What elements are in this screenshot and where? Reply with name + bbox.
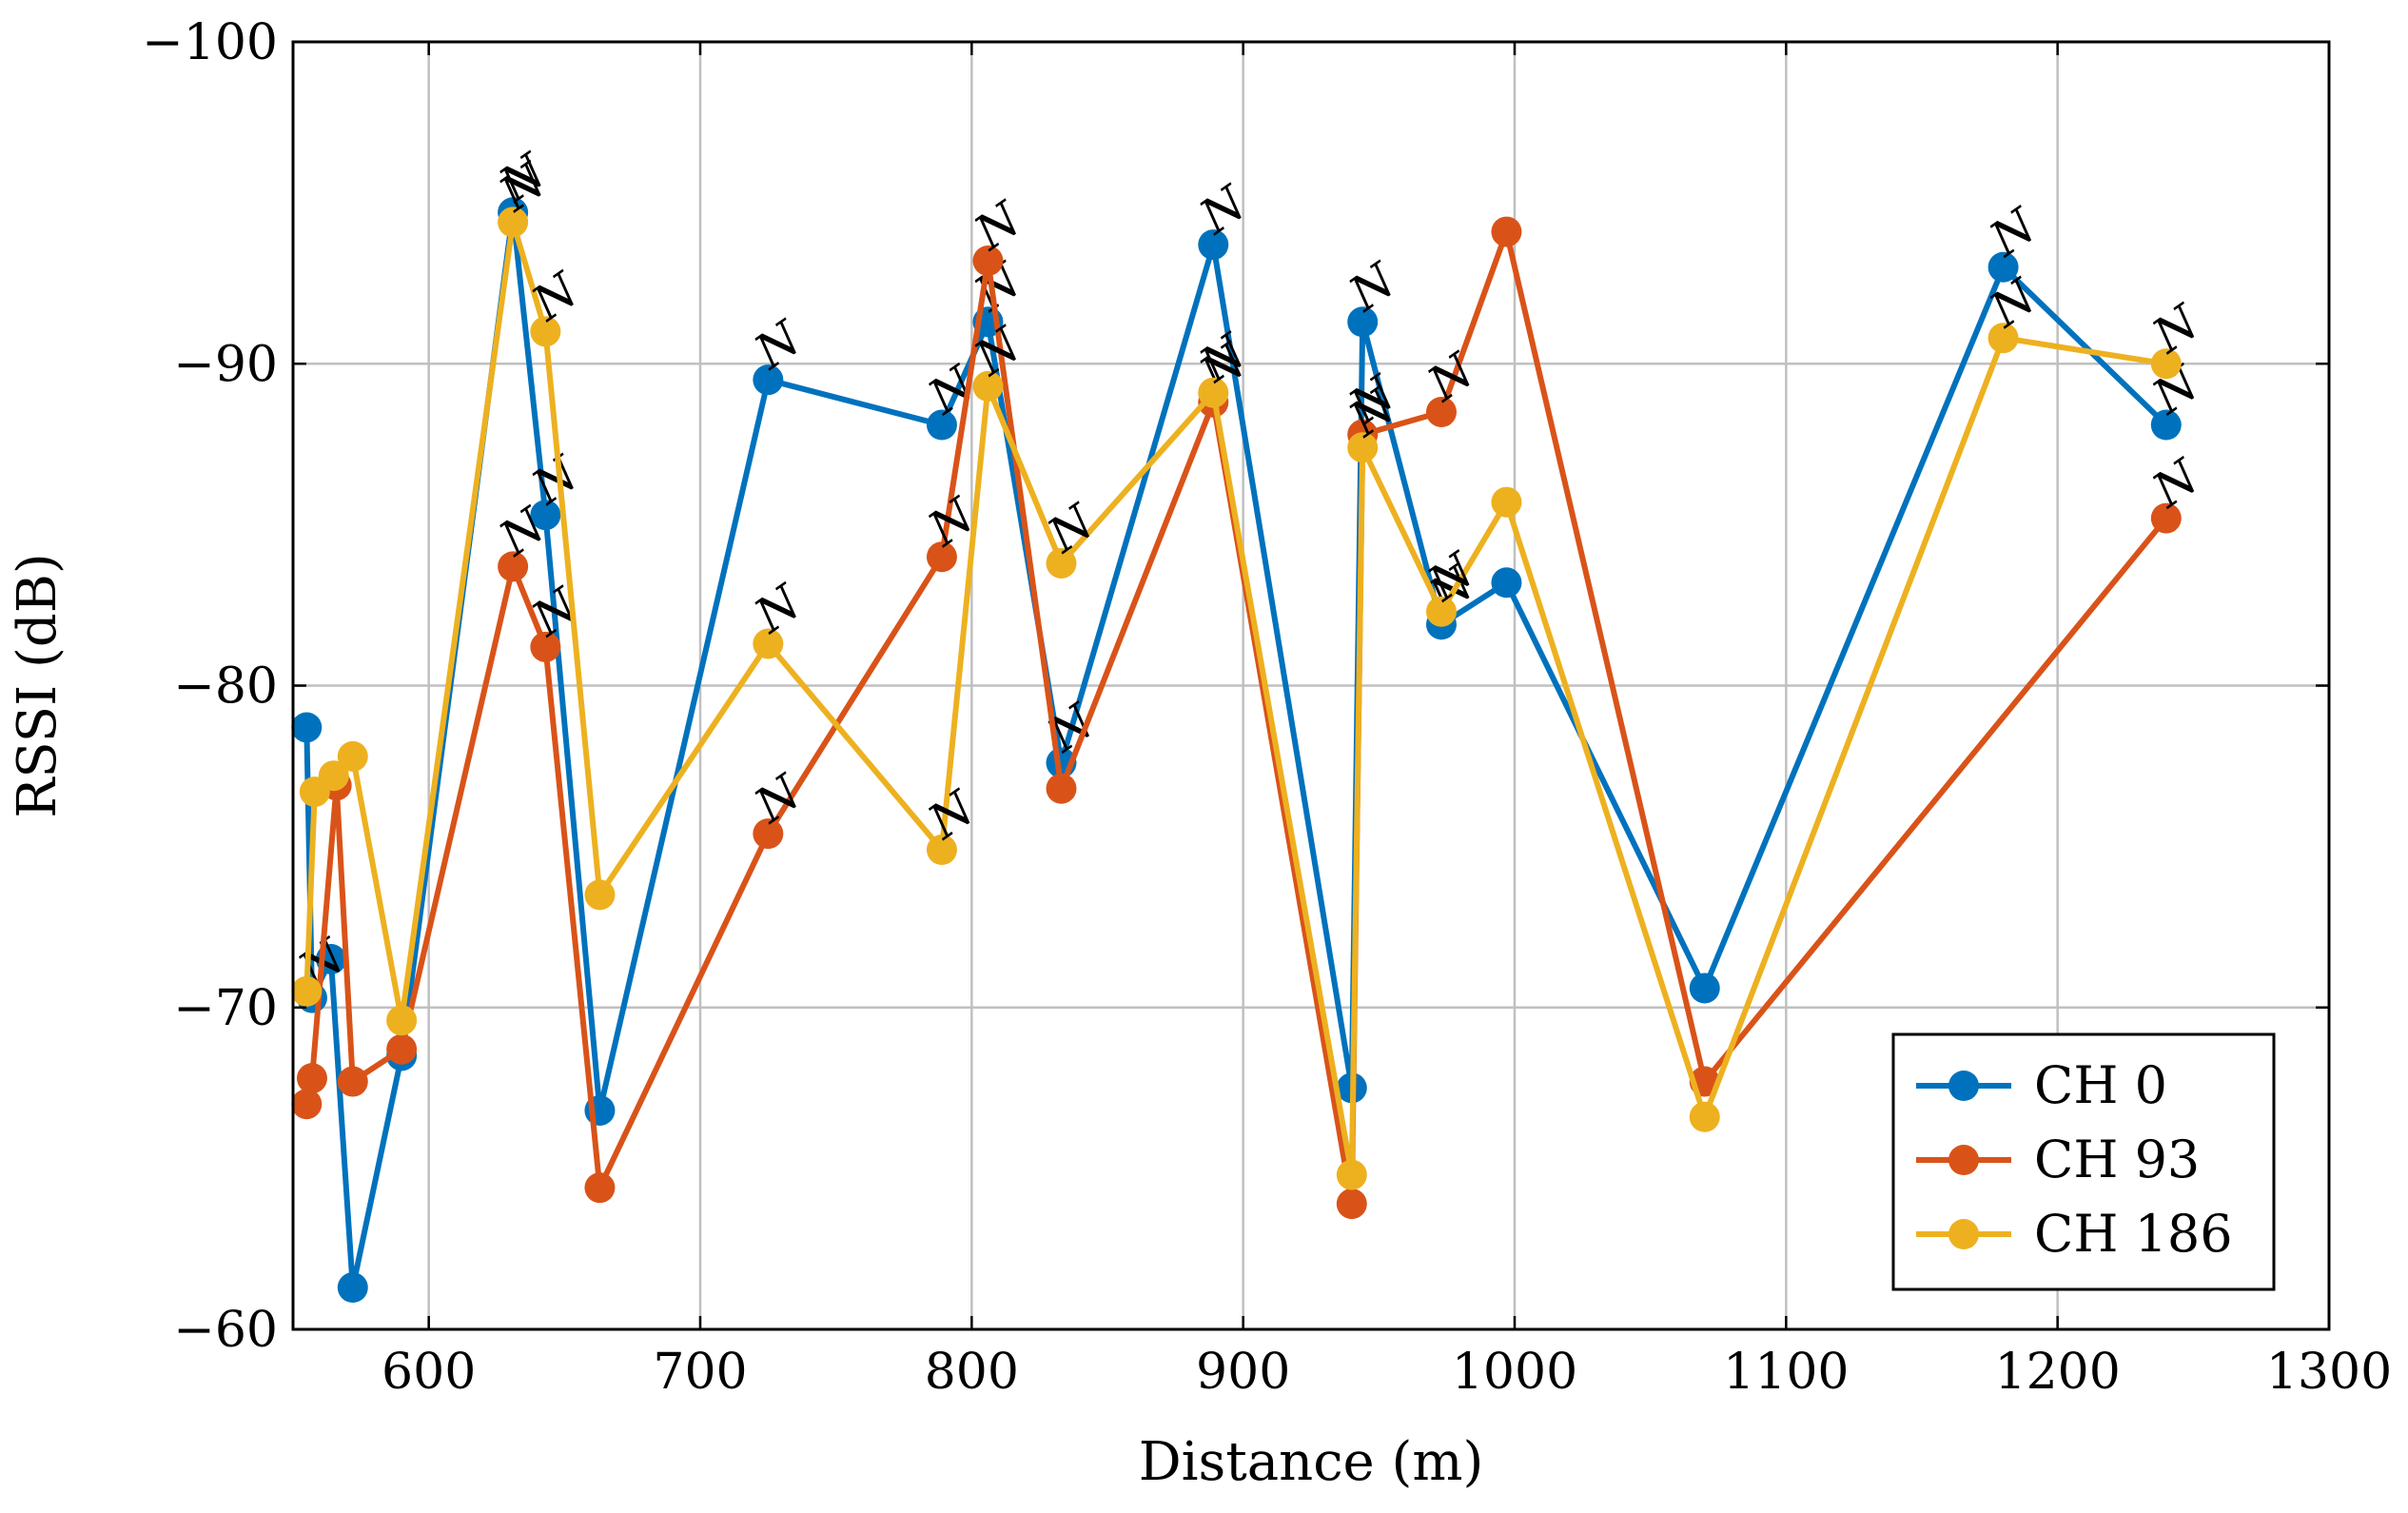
data-point xyxy=(530,500,561,531)
data-point xyxy=(530,631,561,662)
legend-marker xyxy=(1948,1145,1979,1175)
legend-label: CH 93 xyxy=(2034,1130,2200,1189)
data-point xyxy=(753,628,784,659)
data-point xyxy=(291,1089,323,1120)
data-point xyxy=(291,975,323,1007)
data-point xyxy=(386,1033,418,1065)
data-point xyxy=(530,316,561,347)
data-point xyxy=(498,551,529,582)
legend-marker xyxy=(1948,1071,1979,1101)
data-point xyxy=(1491,567,1522,599)
point-annotation: N xyxy=(1037,493,1106,563)
data-point xyxy=(318,760,349,792)
data-point xyxy=(337,1066,368,1097)
x-tick-label: 1200 xyxy=(1994,1344,2120,1401)
x-axis-label: Distance (m) xyxy=(1139,1431,1484,1493)
data-point xyxy=(1198,229,1229,261)
point-annotation: N xyxy=(744,763,812,834)
legend-entry: CH 93 xyxy=(1916,1130,2200,1189)
axis-ticks: 600 700 800 900 1000 1100 1200 1300 −100 −90 −80 −7… xyxy=(142,14,2392,1401)
data-point xyxy=(1689,973,1720,1004)
y-axis-label: RSSI (dB) xyxy=(7,553,69,818)
data-point xyxy=(1336,1189,1367,1220)
x-tick-label: 1000 xyxy=(1452,1344,1577,1401)
y-tick-label: −70 xyxy=(173,980,278,1037)
data-point xyxy=(753,364,784,396)
data-point xyxy=(1987,251,2019,283)
x-tick-label: 700 xyxy=(653,1344,747,1401)
data-point xyxy=(972,370,1004,402)
legend-marker xyxy=(1948,1219,1979,1249)
point-annotation: N xyxy=(2143,448,2211,519)
data-point xyxy=(972,246,1004,277)
point-annotation: N xyxy=(964,190,1032,261)
data-point xyxy=(1425,596,1457,627)
point-annotation: N xyxy=(744,309,812,380)
data-point xyxy=(1689,1101,1720,1132)
point-annotation: N xyxy=(521,577,590,647)
data-point xyxy=(337,1272,368,1304)
legend-label: CH 0 xyxy=(2034,1055,2167,1115)
point-annotation: N xyxy=(744,573,812,643)
data-point xyxy=(1347,432,1379,463)
data-point xyxy=(1491,486,1522,518)
legend: CH 0 CH 93 CH 186 xyxy=(1891,1032,2276,1291)
point-annotation: N xyxy=(2143,293,2211,364)
data-point xyxy=(1198,377,1229,408)
legend-label: CH 186 xyxy=(2034,1204,2233,1264)
data-point xyxy=(498,206,529,238)
point-annotation: N xyxy=(1979,267,2047,338)
point-annotation: N xyxy=(1339,251,1407,322)
y-tick-label: −80 xyxy=(173,658,278,716)
data-point xyxy=(337,740,368,772)
data-point xyxy=(926,541,957,573)
legend-entry: CH 0 xyxy=(1916,1055,2167,1115)
data-point xyxy=(1046,773,1077,804)
x-tick-label: 800 xyxy=(925,1344,1019,1401)
x-tick-label: 600 xyxy=(382,1344,476,1401)
data-point xyxy=(1491,216,1522,247)
x-tick-label: 1100 xyxy=(1723,1344,1849,1401)
data-point xyxy=(2150,502,2182,534)
data-point xyxy=(584,1172,616,1204)
y-tick-label: −100 xyxy=(142,14,278,71)
x-tick-label: 900 xyxy=(1196,1344,1290,1401)
point-annotation: N xyxy=(918,779,987,850)
data-point xyxy=(296,1063,327,1094)
y-tick-label: −60 xyxy=(173,1302,278,1359)
point-annotation: N xyxy=(521,261,590,331)
data-point xyxy=(386,1005,418,1036)
data-point xyxy=(1987,323,2019,354)
data-point xyxy=(1336,1159,1367,1190)
data-point xyxy=(2150,409,2182,441)
point-annotation: N xyxy=(1189,174,1258,245)
point-annotation: N xyxy=(1418,342,1486,412)
point-annotation: N xyxy=(1979,197,2047,267)
data-point xyxy=(926,835,957,866)
x-tick-label: 1300 xyxy=(2266,1344,2392,1401)
series-line xyxy=(303,219,2167,1178)
legend-entry: CH 186 xyxy=(1916,1204,2233,1264)
data-point xyxy=(1347,306,1379,338)
data-point xyxy=(1046,547,1077,579)
data-point xyxy=(753,818,784,850)
data-point xyxy=(291,712,323,743)
data-point xyxy=(1425,396,1457,427)
data-point xyxy=(584,879,616,911)
data-point xyxy=(926,409,957,441)
data-point xyxy=(2150,348,2182,380)
y-tick-label: −90 xyxy=(173,336,278,393)
